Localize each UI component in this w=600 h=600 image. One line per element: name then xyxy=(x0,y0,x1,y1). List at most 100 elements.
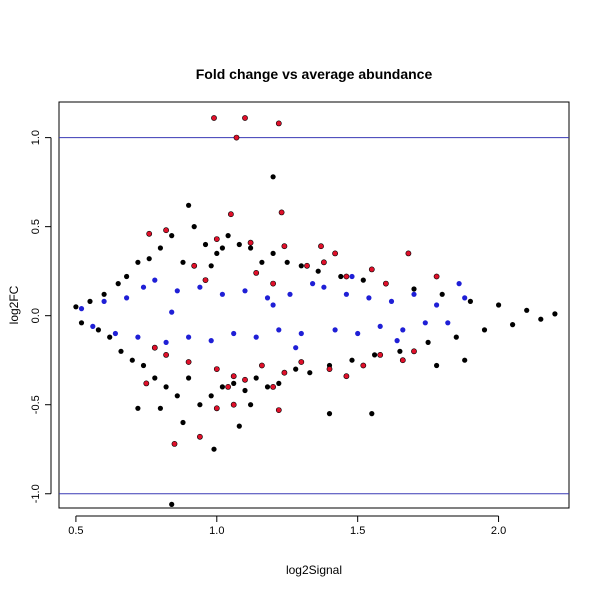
data-point-s1-29 xyxy=(400,327,406,333)
data-point-s1-22 xyxy=(321,284,327,290)
data-point-s0-14 xyxy=(157,245,163,251)
data-point-s0-57 xyxy=(538,316,544,322)
data-point-s2-43 xyxy=(230,401,237,408)
data-point-s0-53 xyxy=(481,327,488,333)
data-point-s2-34 xyxy=(377,351,384,358)
data-point-s0-3 xyxy=(95,327,101,333)
data-point-s2-27 xyxy=(213,366,220,372)
data-point-s0-50 xyxy=(439,291,445,297)
data-point-s0-6 xyxy=(115,281,121,287)
data-point-s0-0 xyxy=(73,304,79,310)
data-point-s0-54 xyxy=(496,302,502,308)
data-point-s0-44 xyxy=(360,277,366,283)
data-point-s2-11 xyxy=(318,243,324,250)
data-point-s0-10 xyxy=(135,259,141,265)
data-point-s1-3 xyxy=(112,330,118,337)
data-point-s0-73 xyxy=(208,263,214,269)
data-point-s1-30 xyxy=(411,291,417,297)
data-point-s0-51 xyxy=(453,334,459,340)
data-point-s0-16 xyxy=(169,233,175,239)
data-point-s0-19 xyxy=(186,375,192,381)
data-point-s1-16 xyxy=(253,334,259,340)
data-point-s0-68 xyxy=(462,357,468,363)
data-point-s0-65 xyxy=(326,411,333,417)
data-point-s0-17 xyxy=(174,393,180,399)
data-point-s1-10 xyxy=(186,334,192,340)
data-point-s2-39 xyxy=(143,380,150,387)
data-point-s0-70 xyxy=(236,423,242,429)
data-point-s1-34 xyxy=(456,281,462,287)
data-point-s0-38 xyxy=(298,263,304,269)
data-point-s1-2 xyxy=(101,298,107,304)
data-point-s2-10 xyxy=(281,243,288,250)
data-point-s0-71 xyxy=(248,402,254,408)
data-point-s2-32 xyxy=(326,366,333,372)
data-point-s2-38 xyxy=(270,383,276,390)
data-point-s0-40 xyxy=(315,268,321,274)
data-point-s2-3 xyxy=(233,134,240,141)
data-point-s2-40 xyxy=(171,440,178,447)
data-point-s0-49 xyxy=(425,339,431,345)
data-point-s1-27 xyxy=(377,323,383,329)
data-point-s1-13 xyxy=(219,291,225,297)
data-point-s0-28 xyxy=(236,241,242,248)
data-point-s0-31 xyxy=(253,375,259,381)
data-point-s0-22 xyxy=(202,241,209,248)
data-point-s0-45 xyxy=(372,352,378,358)
data-point-s2-21 xyxy=(253,269,260,276)
data-point-s1-39 xyxy=(349,273,355,280)
data-point-s0-42 xyxy=(338,273,344,280)
data-point-s2-31 xyxy=(298,359,305,365)
data-point-s0-64 xyxy=(369,411,375,417)
data-point-s1-6 xyxy=(140,284,147,290)
data-point-s2-4 xyxy=(227,211,234,218)
data-point-s1-17 xyxy=(264,295,271,301)
data-point-s0-27 xyxy=(231,380,237,386)
data-point-s0-59 xyxy=(270,174,276,180)
data-point-s1-24 xyxy=(343,291,349,297)
data-point-s2-8 xyxy=(213,236,220,242)
y-tick-label-2: 0.0 xyxy=(30,308,42,323)
data-point-s0-55 xyxy=(509,322,516,328)
data-point-s0-12 xyxy=(146,256,152,262)
data-point-s2-46 xyxy=(242,376,248,383)
y-tick-label-3: 0.5 xyxy=(30,219,42,234)
data-point-s0-61 xyxy=(180,419,186,426)
data-point-s0-21 xyxy=(197,402,203,408)
chart-title: Fold change vs average abundance xyxy=(196,66,433,82)
data-point-s0-48 xyxy=(411,286,417,292)
data-point-s2-45 xyxy=(225,383,231,390)
data-point-s1-38 xyxy=(293,345,299,351)
data-point-s0-7 xyxy=(118,348,124,354)
data-point-s2-26 xyxy=(185,359,192,365)
x-tick-label-3: 2.0 xyxy=(491,525,506,537)
data-point-s0-5 xyxy=(107,334,113,340)
data-point-s0-43 xyxy=(349,357,355,363)
data-point-s0-62 xyxy=(169,501,175,507)
data-point-s2-6 xyxy=(146,230,153,237)
data-points xyxy=(73,115,558,507)
data-point-s1-33 xyxy=(445,320,451,326)
data-point-s2-15 xyxy=(368,266,375,273)
data-point-s2-5 xyxy=(278,209,285,216)
x-tick-label-0: 0.5 xyxy=(68,525,83,537)
data-point-s1-8 xyxy=(163,339,169,345)
y-tick-label-0: -1.0 xyxy=(30,484,42,503)
data-point-s0-15 xyxy=(163,384,169,390)
data-point-s1-9 xyxy=(174,288,180,294)
data-point-s0-26 xyxy=(225,233,231,239)
data-point-s0-52 xyxy=(467,298,473,304)
y-axis: -1.0 -0.5 0.0 0.5 1.0 xyxy=(30,130,52,503)
data-point-s1-25 xyxy=(355,330,361,337)
data-point-s0-63 xyxy=(211,446,217,452)
data-point-s1-37 xyxy=(169,309,175,315)
data-point-s0-23 xyxy=(208,393,214,399)
data-point-s1-0 xyxy=(78,306,85,312)
data-point-s1-40 xyxy=(394,338,400,344)
data-point-s2-33 xyxy=(360,362,367,369)
data-point-s1-36 xyxy=(270,302,276,308)
data-point-s0-37 xyxy=(293,366,299,372)
x-axis-label: log2Signal xyxy=(286,563,342,577)
data-point-s2-14 xyxy=(320,259,327,266)
